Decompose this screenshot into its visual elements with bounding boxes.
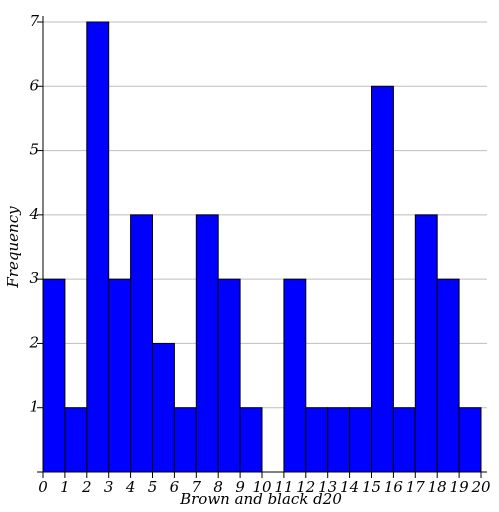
bar xyxy=(458,407,482,473)
x-tick-label: 0 xyxy=(38,478,48,496)
x-tick-label: 2 xyxy=(81,478,92,496)
bar xyxy=(239,407,263,473)
y-tick-label: 6 xyxy=(29,76,39,94)
x-tick-label: 4 xyxy=(125,478,136,496)
y-axis-label: Frequency xyxy=(4,206,22,289)
bar xyxy=(173,407,197,473)
bar xyxy=(283,278,307,473)
x-tick-label: 8 xyxy=(213,478,223,496)
bar xyxy=(414,214,438,473)
x-axis-label: Brown and black d20 xyxy=(179,490,342,508)
bar xyxy=(217,278,241,473)
x-tick-label: 14 xyxy=(340,478,359,496)
bar xyxy=(327,407,351,473)
bar xyxy=(42,278,66,473)
bar xyxy=(64,407,88,473)
bar xyxy=(349,407,373,473)
x-tick-label: 7 xyxy=(192,478,202,496)
x-tick-label: 1 xyxy=(60,478,70,496)
y-tick-label: 2 xyxy=(28,333,39,351)
bar xyxy=(305,407,329,473)
bars xyxy=(42,21,482,473)
bar xyxy=(152,342,175,473)
y-tick-label: 3 xyxy=(29,269,39,287)
bar xyxy=(392,407,416,473)
x-tick-label: 11 xyxy=(274,478,293,496)
x-tick-label: 5 xyxy=(148,478,158,496)
bar xyxy=(371,85,394,473)
x-tick-label: 13 xyxy=(318,478,337,496)
x-tick-label: 6 xyxy=(170,478,180,496)
bar xyxy=(86,21,110,473)
bar xyxy=(108,278,132,473)
x-tick-label: 3 xyxy=(104,478,114,496)
x-tick-label: 19 xyxy=(450,478,470,496)
x-tick-label: 20 xyxy=(470,478,491,496)
x-tick-label: 10 xyxy=(252,478,272,496)
axes xyxy=(37,16,487,478)
x-tick-label: 9 xyxy=(235,478,245,496)
y-tick-label: 5 xyxy=(29,141,39,159)
y-tick-label: 4 xyxy=(28,205,39,223)
x-tick-label: 18 xyxy=(428,478,447,496)
bar xyxy=(130,214,154,473)
y-tick-label: 1 xyxy=(29,398,39,416)
y-tick-label: 7 xyxy=(29,12,39,30)
x-tick-label: 16 xyxy=(384,478,404,496)
bar xyxy=(195,214,219,473)
x-tick-label: 17 xyxy=(406,478,426,496)
x-tick-label: 15 xyxy=(362,478,381,496)
bar xyxy=(436,278,460,473)
x-tick-label: 12 xyxy=(296,478,315,496)
